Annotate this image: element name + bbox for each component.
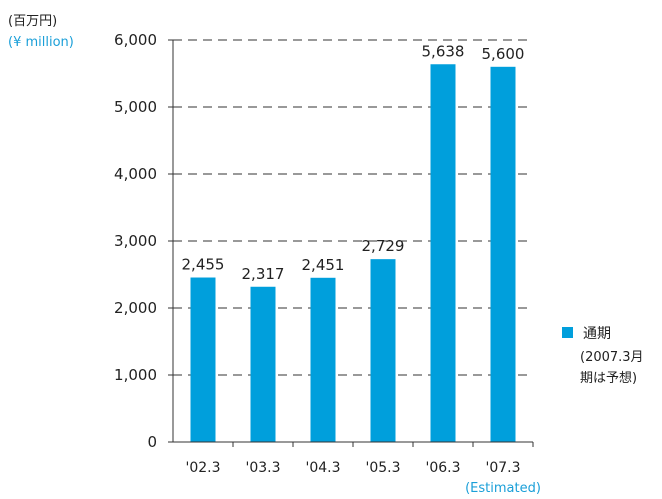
y-tick-label: 1,000: [114, 366, 157, 384]
gridlines: [173, 39, 533, 376]
legend-swatch: [562, 327, 573, 338]
legend-note-line-2: 期は予想): [580, 370, 637, 386]
legend-note-line-1: (2007.3月: [580, 350, 644, 365]
y-tick-label: 0: [147, 433, 157, 451]
x-tick-label: '06.3: [425, 460, 460, 476]
data-label: 5,600: [482, 45, 525, 63]
y-tick-label: 6,000: [114, 31, 157, 49]
x-tick-label: '02.3: [185, 460, 220, 476]
bars: [190, 64, 516, 443]
y-tick-label: 5,000: [114, 98, 157, 116]
bar: [190, 277, 216, 442]
data-label: 2,729: [362, 237, 405, 255]
x-tick-label: '04.3: [305, 460, 340, 476]
y-tick-label: 4,000: [114, 165, 157, 183]
x-tick-label: '07.3: [485, 460, 520, 476]
bar: [490, 66, 516, 443]
x-tick-note: (Estimated): [465, 481, 541, 496]
y-axis: 0 1,000 2,000 3,000 4,000 5,000 6,000: [114, 31, 174, 451]
bar: [370, 259, 396, 442]
legend-label: 通期: [583, 326, 611, 342]
bar: [430, 64, 456, 442]
data-label: 2,451: [302, 256, 345, 274]
y-tick-label: 3,000: [114, 232, 157, 250]
x-axis: '02.3 '03.3 '04.3 '05.3 '06.3 '07.3 (Estimated…: [173, 441, 541, 496]
bar: [310, 277, 336, 442]
unit-label-en: (¥ million): [8, 35, 74, 50]
data-label: 5,638: [422, 42, 465, 60]
x-tick-label: '03.3: [245, 460, 280, 476]
data-label: 2,455: [182, 256, 225, 274]
unit-label-jp: (百万円): [8, 14, 57, 29]
data-labels: 2,455 2,317 2,451 2,729 5,638 5,600: [182, 42, 525, 283]
data-label: 2,317: [242, 265, 285, 283]
y-tick-label: 2,000: [114, 299, 157, 317]
x-tick-label: '05.3: [365, 460, 400, 476]
bar: [250, 286, 276, 442]
legend: 通期 (2007.3月 期は予想): [562, 326, 644, 386]
